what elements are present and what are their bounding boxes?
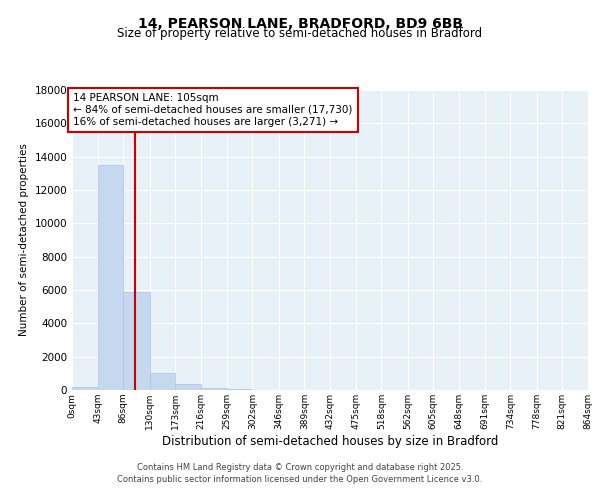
- Bar: [175, 384, 201, 390]
- Text: Size of property relative to semi-detached houses in Bradford: Size of property relative to semi-detach…: [118, 28, 482, 40]
- Bar: [124, 292, 149, 390]
- Text: 14, PEARSON LANE, BRADFORD, BD9 6BB: 14, PEARSON LANE, BRADFORD, BD9 6BB: [137, 18, 463, 32]
- Y-axis label: Number of semi-detached properties: Number of semi-detached properties: [19, 144, 29, 336]
- Bar: [227, 389, 253, 390]
- Bar: [72, 386, 98, 390]
- Bar: [98, 165, 124, 390]
- Text: Contains public sector information licensed under the Open Government Licence v3: Contains public sector information licen…: [118, 475, 482, 484]
- Text: 14 PEARSON LANE: 105sqm
← 84% of semi-detached houses are smaller (17,730)
16% o: 14 PEARSON LANE: 105sqm ← 84% of semi-de…: [73, 94, 353, 126]
- Bar: [201, 388, 227, 390]
- Bar: [149, 374, 175, 390]
- Text: Contains HM Land Registry data © Crown copyright and database right 2025.: Contains HM Land Registry data © Crown c…: [137, 464, 463, 472]
- X-axis label: Distribution of semi-detached houses by size in Bradford: Distribution of semi-detached houses by …: [162, 434, 498, 448]
